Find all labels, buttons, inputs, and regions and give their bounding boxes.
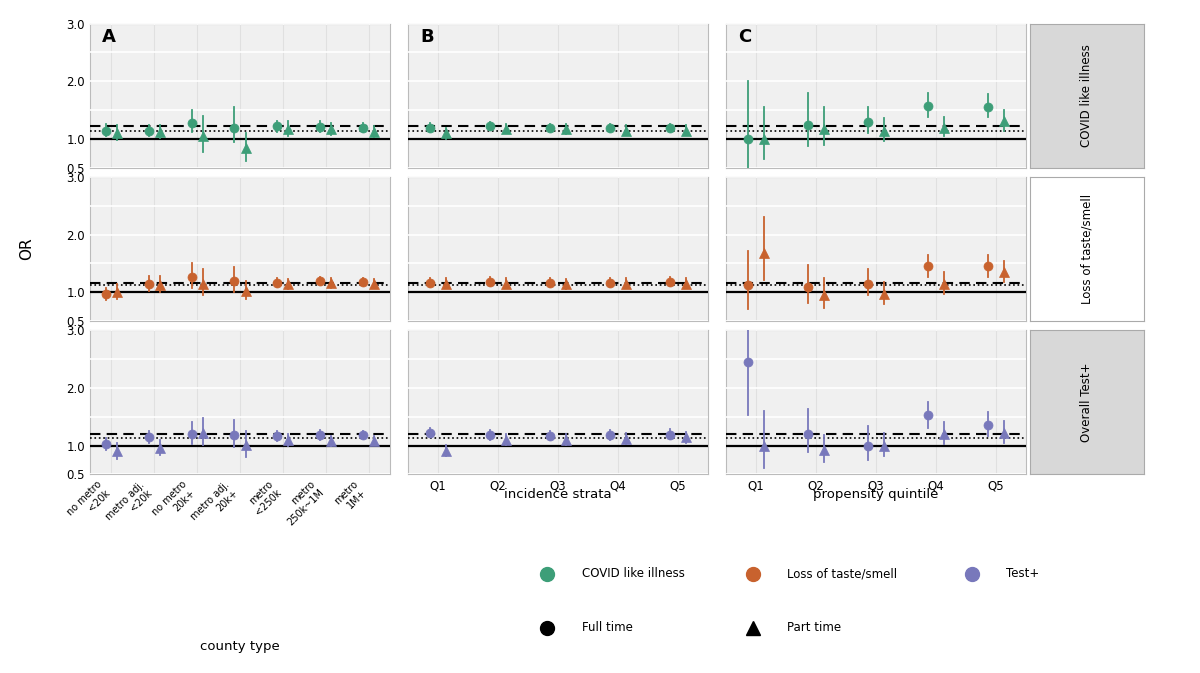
Text: B: B bbox=[420, 28, 433, 46]
Text: OR: OR bbox=[19, 238, 34, 260]
Text: A: A bbox=[102, 28, 116, 46]
Text: COVID like illness: COVID like illness bbox=[1080, 44, 1093, 147]
Text: Overall Test+: Overall Test+ bbox=[1080, 363, 1093, 442]
Text: incidence strata: incidence strata bbox=[504, 489, 612, 501]
Text: Full time: Full time bbox=[582, 621, 632, 634]
Text: propensity quintile: propensity quintile bbox=[814, 489, 938, 501]
Text: county type: county type bbox=[200, 640, 280, 653]
Text: Part time: Part time bbox=[787, 621, 841, 634]
Text: Loss of taste/smell: Loss of taste/smell bbox=[787, 567, 898, 580]
Text: Loss of taste/smell: Loss of taste/smell bbox=[1080, 194, 1093, 304]
Text: C: C bbox=[738, 28, 751, 46]
Text: COVID like illness: COVID like illness bbox=[582, 567, 684, 580]
Text: Test+: Test+ bbox=[1006, 567, 1039, 580]
